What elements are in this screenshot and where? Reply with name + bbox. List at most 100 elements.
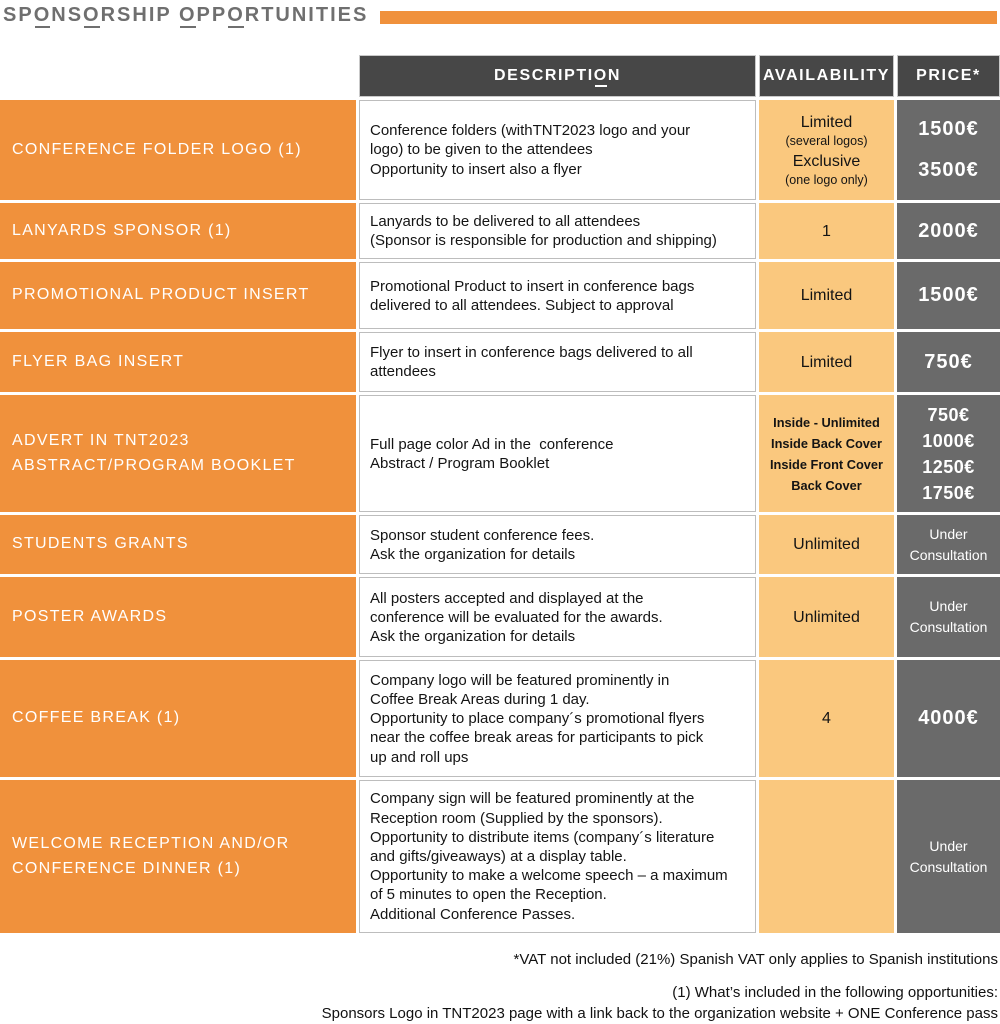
- table-row: ADVERT IN TNT2023 ABSTRACT/PROGRAM BOOKL…: [0, 395, 1000, 513]
- price-line: 750€: [927, 404, 970, 425]
- price-cell: Under Consultation: [897, 780, 1000, 933]
- price-line: 750€: [924, 350, 973, 373]
- price-line: Under Consultation: [909, 837, 988, 875]
- price-line: 1250€: [922, 456, 975, 477]
- availability-line: Inside - Unlimited: [773, 414, 880, 430]
- availability-line: Limited: [800, 287, 853, 305]
- availability-cell: Limited (several logos) Exclusive (one logo…: [759, 100, 894, 200]
- availability-cell: Limited: [759, 332, 894, 393]
- sponsorship-table: DESCRIPTI O N AVAILABILITY PRICE* CONFEREN…: [0, 55, 1000, 933]
- description-line: Coffee Break Areas during 1 day.: [370, 691, 590, 709]
- price-line: Under Consultation: [909, 598, 988, 636]
- availability-line: (one logo only): [785, 173, 868, 188]
- availability-cell: Unlimited: [759, 515, 894, 575]
- included-footnote-detail: Sponsors Logo in TNT2023 page with a lin…: [321, 1004, 998, 1022]
- price-cell: 2000€: [897, 203, 1000, 260]
- description-line: Opportunity to insert also a flyer: [370, 160, 582, 178]
- description-line: Opportunity to place company´s promotion…: [370, 710, 705, 728]
- header-spacer: [0, 55, 356, 97]
- description-line: Reception room (Supplied by the sponsors…: [370, 809, 663, 827]
- description-cell: All posters accepted and displayed at th…: [359, 577, 756, 658]
- availability-cell: Unlimited: [759, 577, 894, 658]
- description-line: up and roll ups: [370, 748, 469, 766]
- price-cell: Under Consultation: [897, 577, 1000, 658]
- description-line: (Sponsor is responsible for production a…: [370, 232, 717, 250]
- availability-line: 1: [822, 222, 831, 240]
- description-cell: Lanyards to be delivered to all attendee…: [359, 203, 756, 260]
- availability-line: Exclusive: [792, 153, 861, 170]
- table-row: CONFERENCE FOLDER LOGO (1) Conference fol…: [0, 100, 1000, 200]
- price-line: 1500€: [918, 284, 979, 307]
- table-row: WELCOME RECEPTION AND/OR CONFERENCE DINN…: [0, 780, 1000, 933]
- description-line: Lanyards to be delivered to all attendee…: [370, 213, 641, 230]
- price-line: 1500€: [918, 118, 979, 140]
- description-line: Abstract / Program Booklet: [370, 454, 550, 472]
- description-line: attendees: [370, 363, 436, 381]
- description-line: logo) to be given to the attendees: [370, 141, 593, 159]
- price-line: 1000€: [922, 430, 975, 451]
- description-line: Company sign will be featured prominentl…: [370, 790, 695, 808]
- description-line: Promotional Product to insert in confere…: [370, 277, 695, 295]
- price-cell: 750€ 1000€ 1250€ 1750€: [897, 395, 1000, 513]
- page-title: SPONSORSHIP OPPORTUNITIES: [3, 4, 369, 26]
- table-row: STUDENTS GRANTS Sponsor student conferenc…: [0, 515, 1000, 575]
- availability-line: Inside Back Cover: [771, 435, 882, 451]
- description-line: and gifts/giveaways) at a display table.: [370, 847, 627, 865]
- price-cell: 1500€ 3500€: [897, 100, 1000, 200]
- availability-line: Inside Front Cover: [769, 456, 884, 472]
- price-cell: 750€: [897, 332, 1000, 393]
- column-header-description: DESCRIPTI O N: [359, 55, 756, 97]
- description-line: Ask the organization for details: [370, 627, 576, 645]
- description-line: Sponsor student conference fees.: [370, 526, 595, 544]
- price-cell: Under Consultation: [897, 515, 1000, 575]
- description-cell: Promotional Product to insert in confere…: [359, 262, 756, 330]
- description-line: Opportunity to distribute items (company…: [370, 828, 715, 846]
- table-row: FLYER BAG INSERT Flyer to insert in confe…: [0, 332, 1000, 393]
- row-label: CONFERENCE FOLDER LOGO (1): [0, 100, 356, 200]
- description-line: Conference folders (withTNT2023 logo and…: [370, 122, 691, 140]
- description-line: Flyer to insert in conference bags deliv…: [370, 344, 693, 362]
- availability-line: Limited: [800, 114, 853, 132]
- availability-cell: Limited: [759, 262, 894, 330]
- price-line: 3500€: [918, 159, 979, 181]
- description-line: Ask the organization for details: [370, 545, 576, 563]
- footnotes: *VAT not included (21%) Spanish VAT only…: [0, 951, 1000, 1024]
- price-line: 2000€: [918, 219, 979, 242]
- description-cell: Conference folders (withTNT2023 logo and…: [359, 100, 756, 200]
- row-label: STUDENTS GRANTS: [0, 515, 356, 575]
- price-cell: 4000€: [897, 660, 1000, 778]
- row-label: POSTER AWARDS: [0, 577, 356, 658]
- price-line: 1750€: [922, 482, 975, 503]
- availability-cell: 4: [759, 660, 894, 778]
- price-line: 4000€: [918, 707, 979, 730]
- title-row: SPONSORSHIP OPPORTUNITIES: [0, 4, 1000, 27]
- row-label: LANYARDS SPONSOR (1): [0, 203, 356, 260]
- availability-line: 4: [822, 710, 831, 728]
- price-cell: 1500€: [897, 262, 1000, 330]
- table-row: PROMOTIONAL PRODUCT INSERT Promotional Pr…: [0, 262, 1000, 330]
- title-accent-bar: [380, 11, 997, 24]
- description-cell: Full page color Ad in the conference Abst…: [359, 395, 756, 513]
- description-line: delivered to all attendees. Subject to a…: [370, 296, 674, 314]
- row-label: COFFEE BREAK (1): [0, 660, 356, 778]
- description-line: Full page color Ad in the conference: [370, 435, 614, 453]
- availability-cell: 1: [759, 203, 894, 260]
- description-cell: Flyer to insert in conference bags deliv…: [359, 332, 756, 393]
- row-label: ADVERT IN TNT2023 ABSTRACT/PROGRAM BOOKL…: [0, 395, 356, 513]
- description-line: conference will be evaluated for the awa…: [370, 608, 663, 626]
- table-row: LANYARDS SPONSOR (1) Lanyards to be deliv…: [0, 203, 1000, 260]
- row-label: FLYER BAG INSERT: [0, 332, 356, 393]
- table-row: POSTER AWARDS All posters accepted and di…: [0, 577, 1000, 658]
- description-cell: Sponsor student conference fees. Ask the …: [359, 515, 756, 575]
- table-header-row: DESCRIPTI O N AVAILABILITY PRICE*: [0, 55, 1000, 97]
- included-footnote-title: (1) What’s included in the following opp…: [672, 983, 998, 1001]
- description-line: Opportunity to make a welcome speech – a…: [370, 867, 728, 885]
- description-line: Company logo will be featured prominentl…: [370, 671, 670, 689]
- availability-line: Back Cover: [791, 477, 862, 493]
- column-header-price: PRICE*: [897, 55, 1000, 97]
- availability-line: (several logos): [785, 134, 868, 149]
- included-footnote: (1) What’s included in the following opp…: [0, 982, 998, 1024]
- vat-footnote: *VAT not included (21%) Spanish VAT only…: [513, 950, 998, 968]
- availability-cell: [759, 780, 894, 933]
